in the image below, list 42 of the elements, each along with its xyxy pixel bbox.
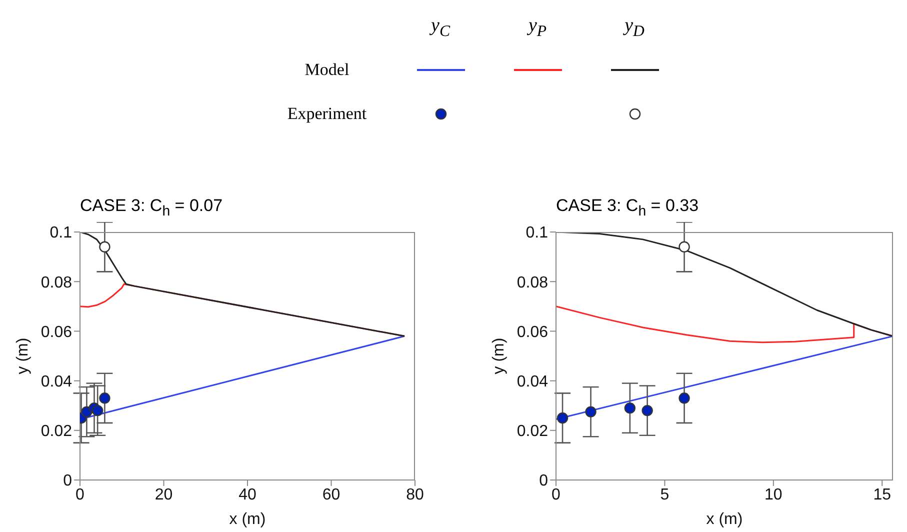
x-tick-label: 80 bbox=[406, 486, 424, 504]
x-tick-label: 40 bbox=[238, 486, 256, 504]
point bbox=[556, 412, 568, 424]
y-axis-title: y (m) bbox=[490, 338, 508, 374]
point bbox=[678, 392, 690, 404]
y-tick-label: 0.06 bbox=[516, 324, 548, 341]
y-tick-label: 0.08 bbox=[40, 274, 72, 292]
y-tick-label: 0.08 bbox=[516, 274, 548, 292]
point bbox=[624, 402, 636, 414]
y-tick-label: 0.04 bbox=[516, 373, 548, 390]
line-series bbox=[80, 232, 406, 337]
chart-title: CASE 3: C$_{h}$ = 0.07 bbox=[80, 196, 223, 220]
x-tick-label: 0 bbox=[76, 486, 85, 504]
x-tick-label: 5 bbox=[660, 486, 670, 504]
x-tick-label: 10 bbox=[764, 486, 782, 504]
x-tick-label: 60 bbox=[322, 486, 340, 504]
y-tick-label: 0.02 bbox=[516, 423, 548, 440]
x-axis-title: x (m) bbox=[229, 511, 266, 528]
x-tick-label: 15 bbox=[873, 486, 892, 504]
y-tick-label: 0.1 bbox=[526, 224, 548, 242]
y-tick-label: 0 bbox=[539, 472, 548, 490]
y-axis-title: y (m) bbox=[14, 338, 32, 374]
x-tick-label: 0 bbox=[552, 486, 561, 504]
x-axis-title: x (m) bbox=[706, 511, 743, 528]
point bbox=[92, 404, 104, 416]
y-tick-label: 0.02 bbox=[40, 423, 72, 440]
text: Model bbox=[304, 60, 350, 80]
point bbox=[678, 241, 690, 252]
point bbox=[99, 392, 110, 404]
text: y$_{D}$ bbox=[624, 15, 644, 40]
x-tick-label: 20 bbox=[154, 486, 173, 504]
point bbox=[99, 241, 110, 252]
y-tick-label: 0.04 bbox=[40, 373, 72, 390]
text: y$_{C}$ bbox=[431, 15, 450, 40]
chart-title: CASE 3: C$_{h}$ = 0.33 bbox=[556, 196, 699, 220]
y-tick-label: 0.06 bbox=[40, 324, 72, 341]
point bbox=[585, 406, 596, 418]
text: y$_{P}$ bbox=[528, 15, 547, 40]
text: Experiment bbox=[287, 104, 367, 124]
point bbox=[642, 404, 653, 416]
y-tick-label: 0 bbox=[63, 472, 72, 490]
y-tick-label: 0.1 bbox=[50, 224, 72, 242]
